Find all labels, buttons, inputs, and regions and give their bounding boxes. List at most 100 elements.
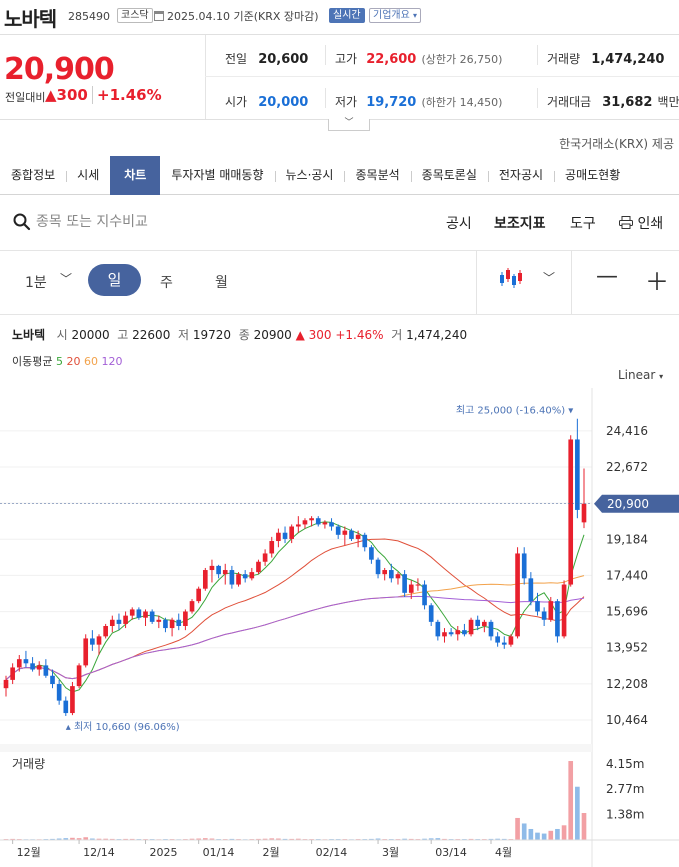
volume-bar: [535, 832, 540, 840]
scale-selector[interactable]: Linear ▾: [618, 368, 663, 382]
realtime-badge[interactable]: 실시간: [329, 8, 365, 23]
indicator-button[interactable]: 보조지표: [494, 216, 546, 232]
candle-body: [415, 584, 421, 586]
print-label: 인쇄: [637, 216, 664, 232]
search-icon[interactable]: [13, 213, 31, 231]
candle-body: [501, 642, 507, 645]
volume-bar: [515, 817, 520, 840]
low-key: 저: [177, 328, 190, 342]
ma-60[interactable]: 60: [83, 355, 98, 368]
period-minute[interactable]: 1분: [25, 275, 47, 291]
tab-summary[interactable]: 종합정보: [11, 167, 56, 182]
candle-body: [335, 526, 341, 535]
corp-info-button[interactable]: 기업개요 ▾: [369, 8, 422, 23]
y-tick-label: 13,952: [606, 641, 648, 655]
divider: [476, 250, 477, 314]
volume-bar: [269, 838, 275, 840]
candle-body: [581, 503, 587, 523]
volume-bar: [103, 838, 108, 840]
divider: [325, 45, 326, 65]
prev-close-value: 20,600: [258, 52, 309, 67]
candle-body: [468, 619, 474, 635]
y-tick-label: 19,184: [606, 532, 648, 546]
period-week[interactable]: 주: [160, 275, 173, 291]
volume-cell: 거래량 1,474,240: [547, 48, 664, 67]
volume-bar: [375, 838, 381, 840]
volume-bar: [501, 838, 507, 840]
prev-diff-label: 전일대비: [5, 91, 46, 104]
divider: [0, 314, 679, 315]
tab-short-selling[interactable]: 공매도현황: [554, 156, 631, 195]
volume-bar: [229, 838, 235, 840]
candle-body: [548, 601, 554, 620]
volume-bar: [541, 833, 547, 840]
tab-quote[interactable]: 시세: [66, 156, 110, 195]
candle-body: [63, 700, 69, 714]
candle-body: [109, 619, 115, 626]
ma-5[interactable]: 5: [55, 355, 63, 368]
candle-body: [482, 621, 487, 626]
chart-stock-name: 노바텍: [12, 328, 46, 342]
zoom-in-button[interactable]: ＋: [645, 268, 669, 296]
volume-bar: [276, 838, 281, 840]
expand-button[interactable]: ﹀: [328, 119, 370, 131]
tab-disclosure[interactable]: 전자공시: [487, 156, 554, 195]
close-info: 20900: [253, 328, 292, 342]
volume-bar: [189, 838, 195, 840]
volume-bar: [528, 828, 534, 840]
high-cell: 고가 22,600 (상한가 26,750): [335, 48, 502, 67]
candle-body: [362, 534, 368, 548]
candle-body: [229, 570, 235, 585]
price-chart[interactable]: 24,41622,67220,92819,18417,44015,69613,9…: [0, 388, 679, 867]
candle-body: [329, 522, 334, 527]
candle-body: [355, 534, 361, 539]
disclosure-button[interactable]: 공시: [446, 216, 472, 232]
volume-bar: [408, 838, 414, 840]
volume-bar: [56, 838, 62, 840]
candle-body: [236, 574, 241, 585]
chevron-down-icon[interactable]: ﹀: [543, 271, 556, 285]
chevron-down-icon[interactable]: ﹀: [60, 272, 73, 286]
volume-bar: [468, 838, 474, 840]
divider: [571, 250, 572, 314]
compare-search-input[interactable]: [36, 211, 296, 233]
volume-label: 거래량: [547, 52, 581, 66]
volume-tick-label: 2.77m: [606, 782, 644, 796]
tab-chart[interactable]: 차트: [110, 155, 161, 195]
chart-annotations: 20,900 최고 25,000 (-16.40%) ▾ ▴ 최저 10,660 (…: [0, 405, 679, 733]
x-tick-label: 12/14: [83, 846, 115, 859]
ma-20[interactable]: 20: [66, 355, 81, 368]
candle-body: [262, 553, 268, 562]
candle-body: [422, 584, 427, 606]
tab-discussion[interactable]: 종목토론실: [410, 156, 488, 195]
zoom-out-button[interactable]: —: [596, 264, 618, 289]
tool-button[interactable]: 도구: [570, 216, 596, 232]
candlestick-chart-icon[interactable]: [499, 266, 523, 290]
candle-body: [143, 611, 148, 618]
amount-cell: 거래대금 31,682 백만: [547, 91, 679, 110]
candle-body: [408, 584, 414, 593]
candle-body: [521, 553, 527, 579]
candle-body: [349, 530, 354, 539]
corp-info-label: 기업개요: [373, 10, 410, 21]
chart-grid: [0, 388, 593, 867]
x-tick-label: 2025: [150, 846, 178, 859]
volume-bar: [196, 838, 201, 840]
candle-body: [23, 659, 29, 664]
ma-120[interactable]: 120: [101, 355, 123, 368]
period-month[interactable]: 월: [215, 275, 228, 291]
candle-body: [189, 601, 195, 612]
tab-analysis[interactable]: 종목분석: [344, 156, 410, 195]
ma-label: 이동평균: [12, 355, 53, 368]
x-tick-label: 03/14: [435, 846, 467, 859]
y-tick-label: 10,464: [606, 713, 648, 727]
volume-bar: [435, 838, 441, 840]
period-day[interactable]: 일: [88, 264, 141, 296]
tab-investor-trading[interactable]: 투자자별 매매동향: [171, 167, 264, 182]
panel-separator: [0, 744, 592, 752]
calendar-icon: [154, 11, 164, 21]
price-axis: 24,41622,67220,92819,18417,44015,69613,9…: [606, 424, 648, 727]
print-button[interactable]: 인쇄: [619, 213, 663, 233]
tab-news[interactable]: 뉴스·공시: [274, 156, 345, 195]
candle-body: [242, 574, 248, 579]
